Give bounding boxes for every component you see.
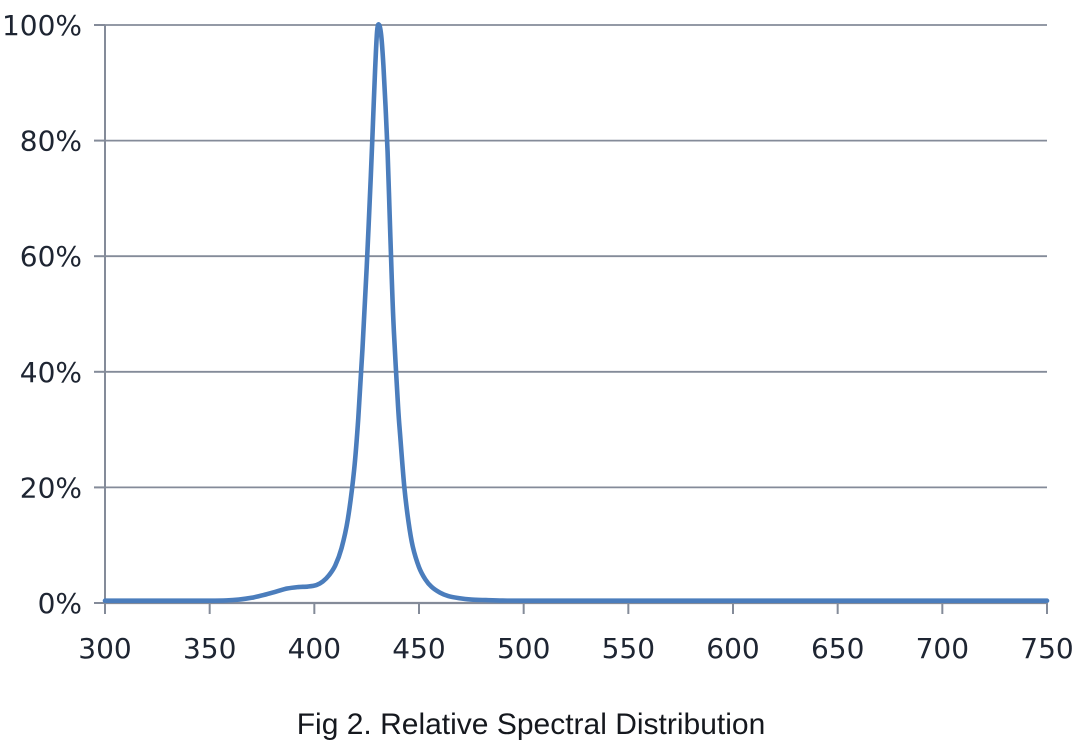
y-tick-label: 80%: [20, 125, 82, 158]
figure-caption: Fig 2. Relative Spectral Distribution: [296, 708, 766, 741]
spectrum-curve: [102, 22, 1050, 604]
x-tick-label: 650: [811, 632, 864, 665]
y-tick-label: 40%: [20, 356, 82, 389]
y-tick-label: 0%: [38, 587, 82, 620]
x-tick-label: 550: [602, 632, 655, 665]
x-tick-label: 600: [706, 632, 759, 665]
x-tick-label: 300: [78, 632, 131, 665]
y-tick-label: 20%: [20, 471, 82, 504]
x-tick-label: 700: [916, 632, 969, 665]
spectral-distribution-chart: 0% 20% 40% 60% 80% 100% 300 350 400 450 500 550 600 6…: [2, 9, 1074, 665]
x-tick-label: 500: [497, 632, 550, 665]
x-tick-label: 450: [392, 632, 445, 665]
y-tick-label: 100%: [2, 9, 82, 42]
x-tick-label: 350: [183, 632, 236, 665]
y-tick-label: 60%: [20, 240, 82, 273]
x-tick-label: 750: [1020, 632, 1073, 665]
x-tick-label: 400: [288, 632, 341, 665]
